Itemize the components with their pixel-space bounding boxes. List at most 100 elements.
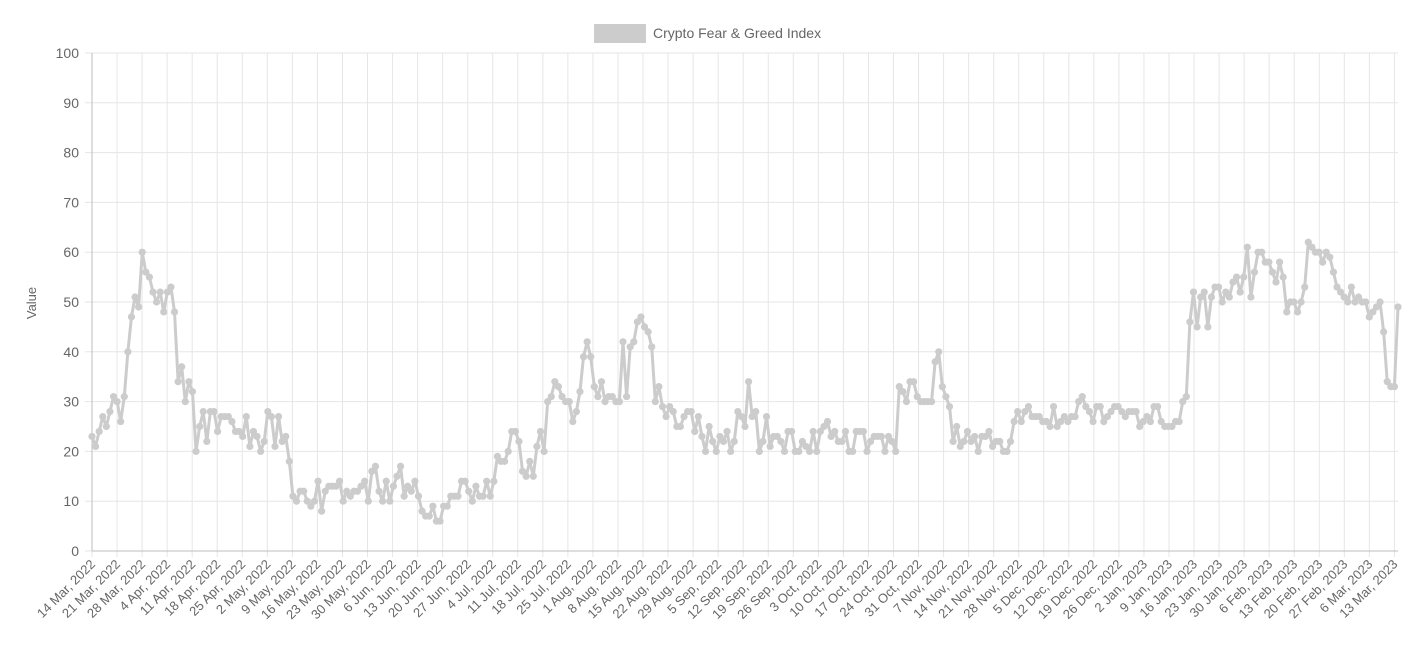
data-point[interactable] bbox=[859, 427, 868, 436]
data-point[interactable] bbox=[1390, 383, 1399, 391]
data-point[interactable] bbox=[1265, 258, 1273, 266]
data-point[interactable] bbox=[820, 422, 828, 431]
data-point[interactable] bbox=[544, 398, 552, 406]
data-point[interactable] bbox=[1053, 422, 1061, 431]
data-point[interactable] bbox=[1243, 243, 1251, 251]
data-point[interactable] bbox=[185, 378, 193, 386]
data-point[interactable] bbox=[705, 422, 713, 431]
data-point[interactable] bbox=[1021, 407, 1029, 416]
data-point[interactable] bbox=[242, 412, 250, 421]
data-point[interactable] bbox=[945, 402, 954, 411]
data-point[interactable] bbox=[1132, 407, 1140, 416]
data-point[interactable] bbox=[1304, 238, 1312, 246]
data-point[interactable] bbox=[468, 497, 476, 505]
data-point[interactable] bbox=[637, 313, 645, 321]
data-point[interactable] bbox=[644, 328, 652, 336]
data-point[interactable] bbox=[877, 432, 885, 441]
data-point[interactable] bbox=[1383, 378, 1391, 386]
data-point[interactable] bbox=[1268, 268, 1277, 276]
data-point[interactable] bbox=[1042, 417, 1050, 426]
data-point[interactable] bbox=[569, 417, 577, 426]
data-point[interactable] bbox=[633, 318, 641, 326]
data-point[interactable] bbox=[1344, 298, 1352, 306]
data-point[interactable] bbox=[361, 477, 369, 485]
data-point[interactable] bbox=[626, 343, 634, 351]
data-point[interactable] bbox=[282, 432, 290, 441]
data-point[interactable] bbox=[619, 338, 627, 346]
data-point[interactable] bbox=[816, 427, 824, 436]
data-point[interactable] bbox=[479, 492, 487, 500]
data-point[interactable] bbox=[1232, 273, 1241, 281]
data-point[interactable] bbox=[1085, 407, 1094, 416]
data-point[interactable] bbox=[554, 383, 563, 391]
data-point[interactable] bbox=[1175, 417, 1183, 426]
data-point[interactable] bbox=[927, 398, 936, 406]
data-point[interactable] bbox=[759, 437, 767, 446]
data-point[interactable] bbox=[1200, 288, 1208, 296]
data-point[interactable] bbox=[346, 492, 354, 500]
data-point[interactable] bbox=[694, 412, 702, 421]
data-point[interactable] bbox=[892, 447, 900, 455]
data-point[interactable] bbox=[1139, 417, 1147, 426]
data-point[interactable] bbox=[931, 358, 939, 366]
chart-legend[interactable]: Crypto Fear & Greed Index bbox=[594, 24, 821, 43]
data-point[interactable] bbox=[676, 422, 685, 431]
data-point[interactable] bbox=[1003, 447, 1011, 455]
data-point[interactable] bbox=[1372, 303, 1381, 311]
data-point[interactable] bbox=[1329, 268, 1338, 276]
data-point[interactable] bbox=[203, 437, 211, 446]
data-point[interactable] bbox=[102, 422, 110, 431]
data-point[interactable] bbox=[723, 427, 731, 436]
data-point[interactable] bbox=[1157, 417, 1165, 426]
data-point[interactable] bbox=[199, 407, 207, 416]
data-point[interactable] bbox=[1369, 308, 1377, 316]
data-point[interactable] bbox=[590, 383, 598, 391]
data-point[interactable] bbox=[640, 323, 649, 331]
data-point[interactable] bbox=[1347, 283, 1355, 291]
data-point[interactable] bbox=[777, 437, 785, 446]
data-point[interactable] bbox=[1114, 402, 1122, 411]
data-point[interactable] bbox=[956, 442, 964, 451]
data-point[interactable] bbox=[429, 502, 437, 510]
data-point[interactable] bbox=[1014, 407, 1022, 416]
data-point[interactable] bbox=[985, 427, 993, 436]
data-point[interactable] bbox=[576, 388, 584, 396]
data-point[interactable] bbox=[540, 447, 548, 455]
data-point[interactable] bbox=[152, 298, 161, 306]
data-point[interactable] bbox=[963, 427, 972, 436]
data-point[interactable] bbox=[1057, 417, 1065, 426]
data-point[interactable] bbox=[303, 497, 311, 505]
data-point[interactable] bbox=[167, 283, 175, 291]
data-point[interactable] bbox=[716, 432, 724, 441]
data-point[interactable] bbox=[910, 378, 918, 386]
data-point[interactable] bbox=[1340, 293, 1348, 301]
data-point[interactable] bbox=[260, 437, 268, 446]
data-point[interactable] bbox=[953, 422, 961, 431]
data-point[interactable] bbox=[1333, 283, 1341, 291]
data-point[interactable] bbox=[1322, 248, 1330, 256]
data-point[interactable] bbox=[396, 462, 405, 470]
data-point[interactable] bbox=[974, 447, 982, 455]
data-point[interactable] bbox=[709, 437, 717, 446]
data-point[interactable] bbox=[235, 427, 243, 436]
data-point[interactable] bbox=[1143, 412, 1151, 421]
data-point[interactable] bbox=[113, 398, 121, 406]
data-point[interactable] bbox=[389, 482, 397, 490]
data-point[interactable] bbox=[565, 398, 573, 406]
data-point[interactable] bbox=[170, 308, 179, 316]
data-point[interactable] bbox=[120, 393, 128, 401]
data-point[interactable] bbox=[1326, 253, 1334, 261]
data-point[interactable] bbox=[224, 412, 232, 421]
data-point[interactable] bbox=[651, 398, 659, 406]
data-point[interactable] bbox=[719, 437, 728, 446]
data-point[interactable] bbox=[414, 492, 423, 500]
data-point[interactable] bbox=[698, 432, 706, 441]
data-point[interactable] bbox=[727, 447, 735, 455]
data-point[interactable] bbox=[551, 378, 559, 386]
data-point[interactable] bbox=[339, 497, 347, 505]
data-point[interactable] bbox=[748, 412, 756, 421]
data-point[interactable] bbox=[1064, 417, 1072, 426]
data-point[interactable] bbox=[823, 417, 832, 426]
data-point[interactable] bbox=[899, 388, 907, 396]
data-point[interactable] bbox=[666, 402, 674, 411]
